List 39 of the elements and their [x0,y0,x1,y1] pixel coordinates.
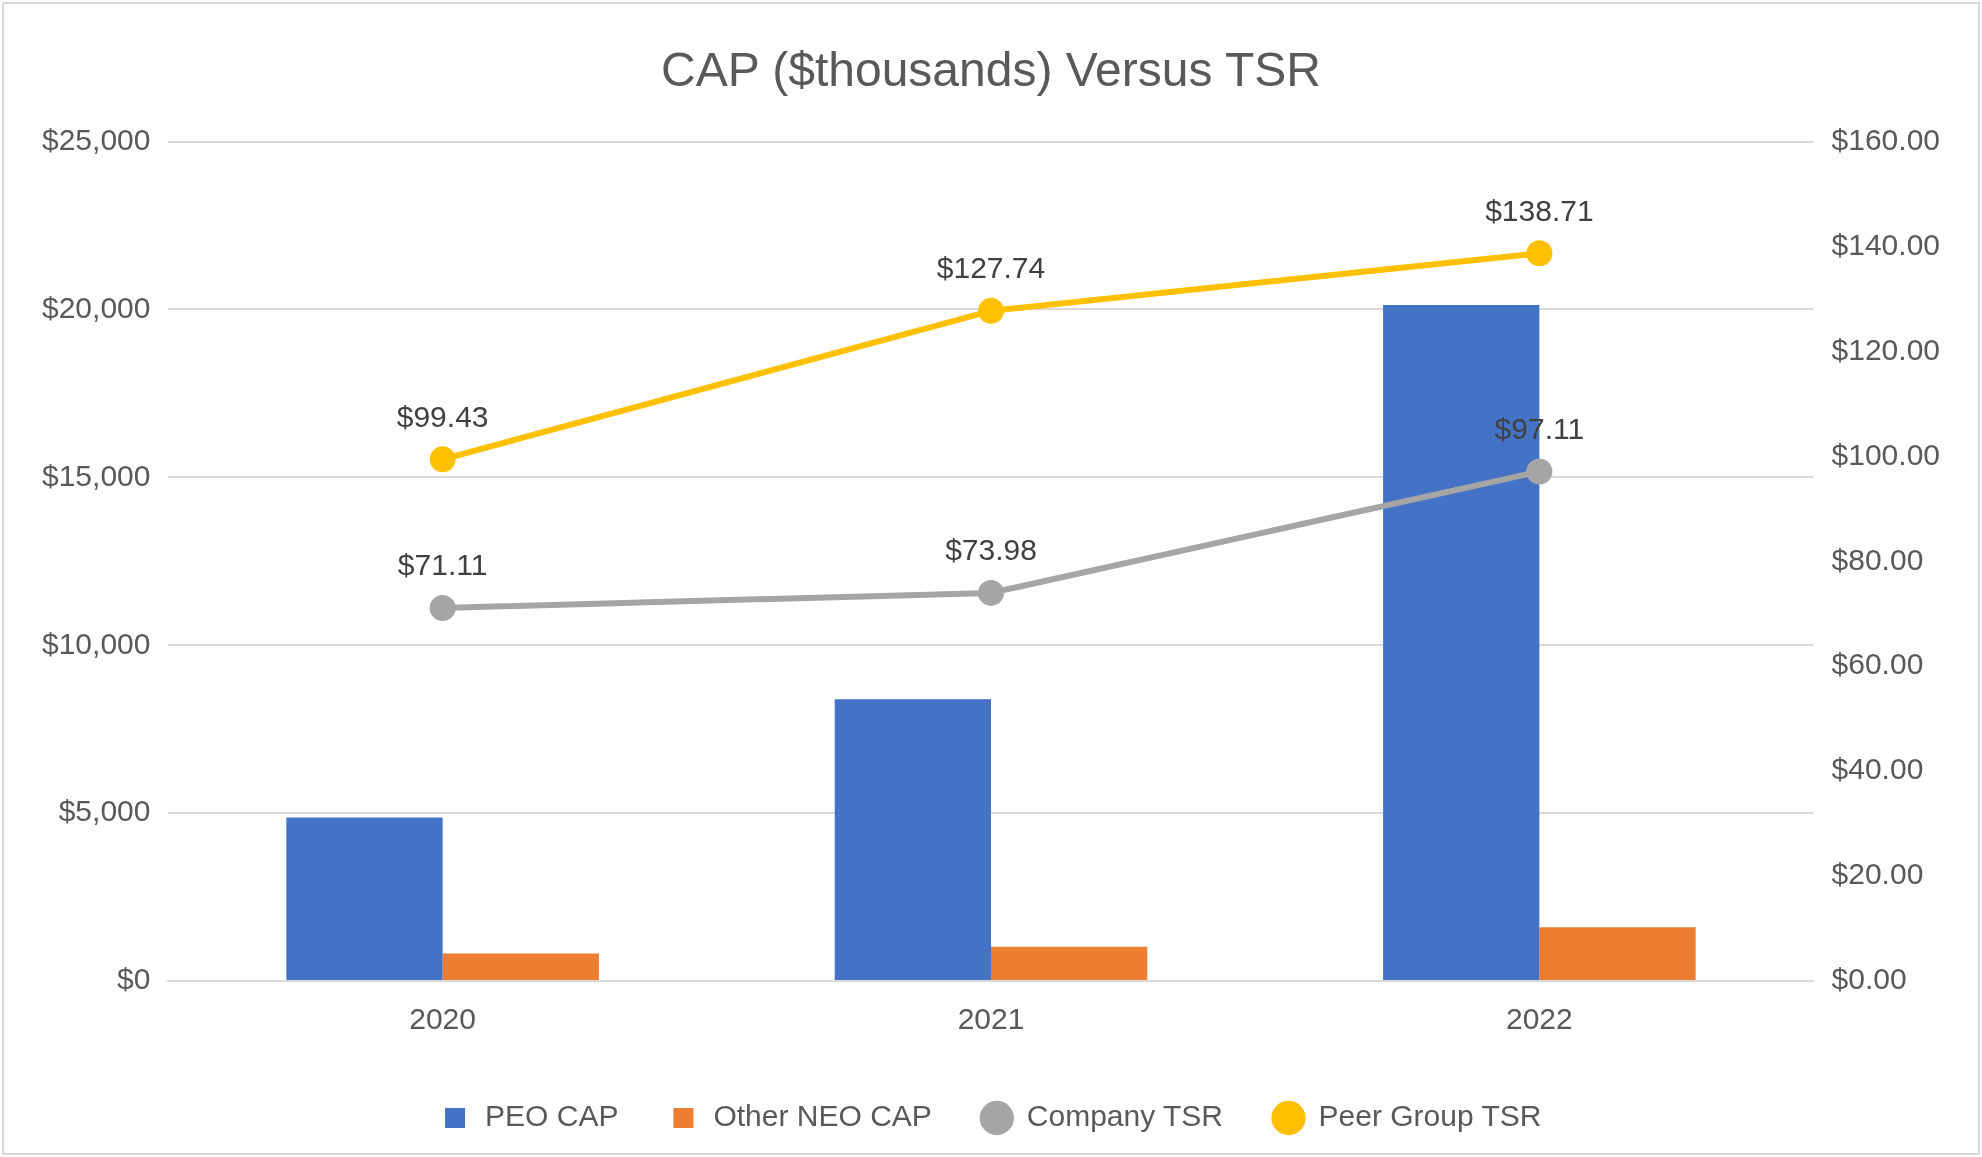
y-tick-label: $25,000 [41,122,151,156]
y2-tick-label: $0.00 [1831,962,1907,996]
point [978,297,1004,324]
y2-tick-label: $140.00 [1831,227,1941,261]
y-tick-label: $10,000 [41,626,151,660]
legend-label: Peer Group TSR [1318,1099,1542,1133]
y-tick-label: $0 [117,962,151,996]
y2-tick-label: $80.00 [1831,542,1924,576]
y2-tick-label: $20.00 [1831,857,1924,891]
point [1526,240,1553,267]
y2-tick-label: $120.00 [1831,332,1941,366]
bar [834,699,991,980]
data-label: $71.11 [397,548,488,582]
data-label: $138.71 [1485,193,1594,227]
x-tick-label: 2022 [1506,1002,1573,1036]
data-label: $99.43 [396,399,489,433]
y2-tick-label: $60.00 [1831,647,1924,681]
y-tick-label: $15,000 [41,458,151,492]
legend-label: Other NEO CAP [713,1099,932,1133]
legend-label: Company TSR [1026,1099,1223,1133]
bar [286,817,443,980]
y2-tick-label: $40.00 [1831,752,1924,786]
x-tick-label: 2020 [409,1002,476,1036]
bar [991,946,1148,980]
bar [442,953,599,980]
y2-tick-label: $160.00 [1831,122,1941,156]
point [429,446,456,473]
data-label: $73.98 [945,533,1037,567]
chart-title: CAP ($thousands) Versus TSR [661,43,1321,97]
y-tick-label: $20,000 [41,290,151,324]
bar [1539,927,1696,980]
data-label: $127.74 [936,251,1046,285]
y-tick-label: $5,000 [58,794,151,828]
x-tick-label: 2021 [957,1002,1025,1036]
y2-tick-label: $100.00 [1831,437,1941,471]
legend-label: PEO CAP [485,1099,619,1133]
point [1526,458,1553,485]
point [429,594,456,621]
point [978,579,1004,606]
